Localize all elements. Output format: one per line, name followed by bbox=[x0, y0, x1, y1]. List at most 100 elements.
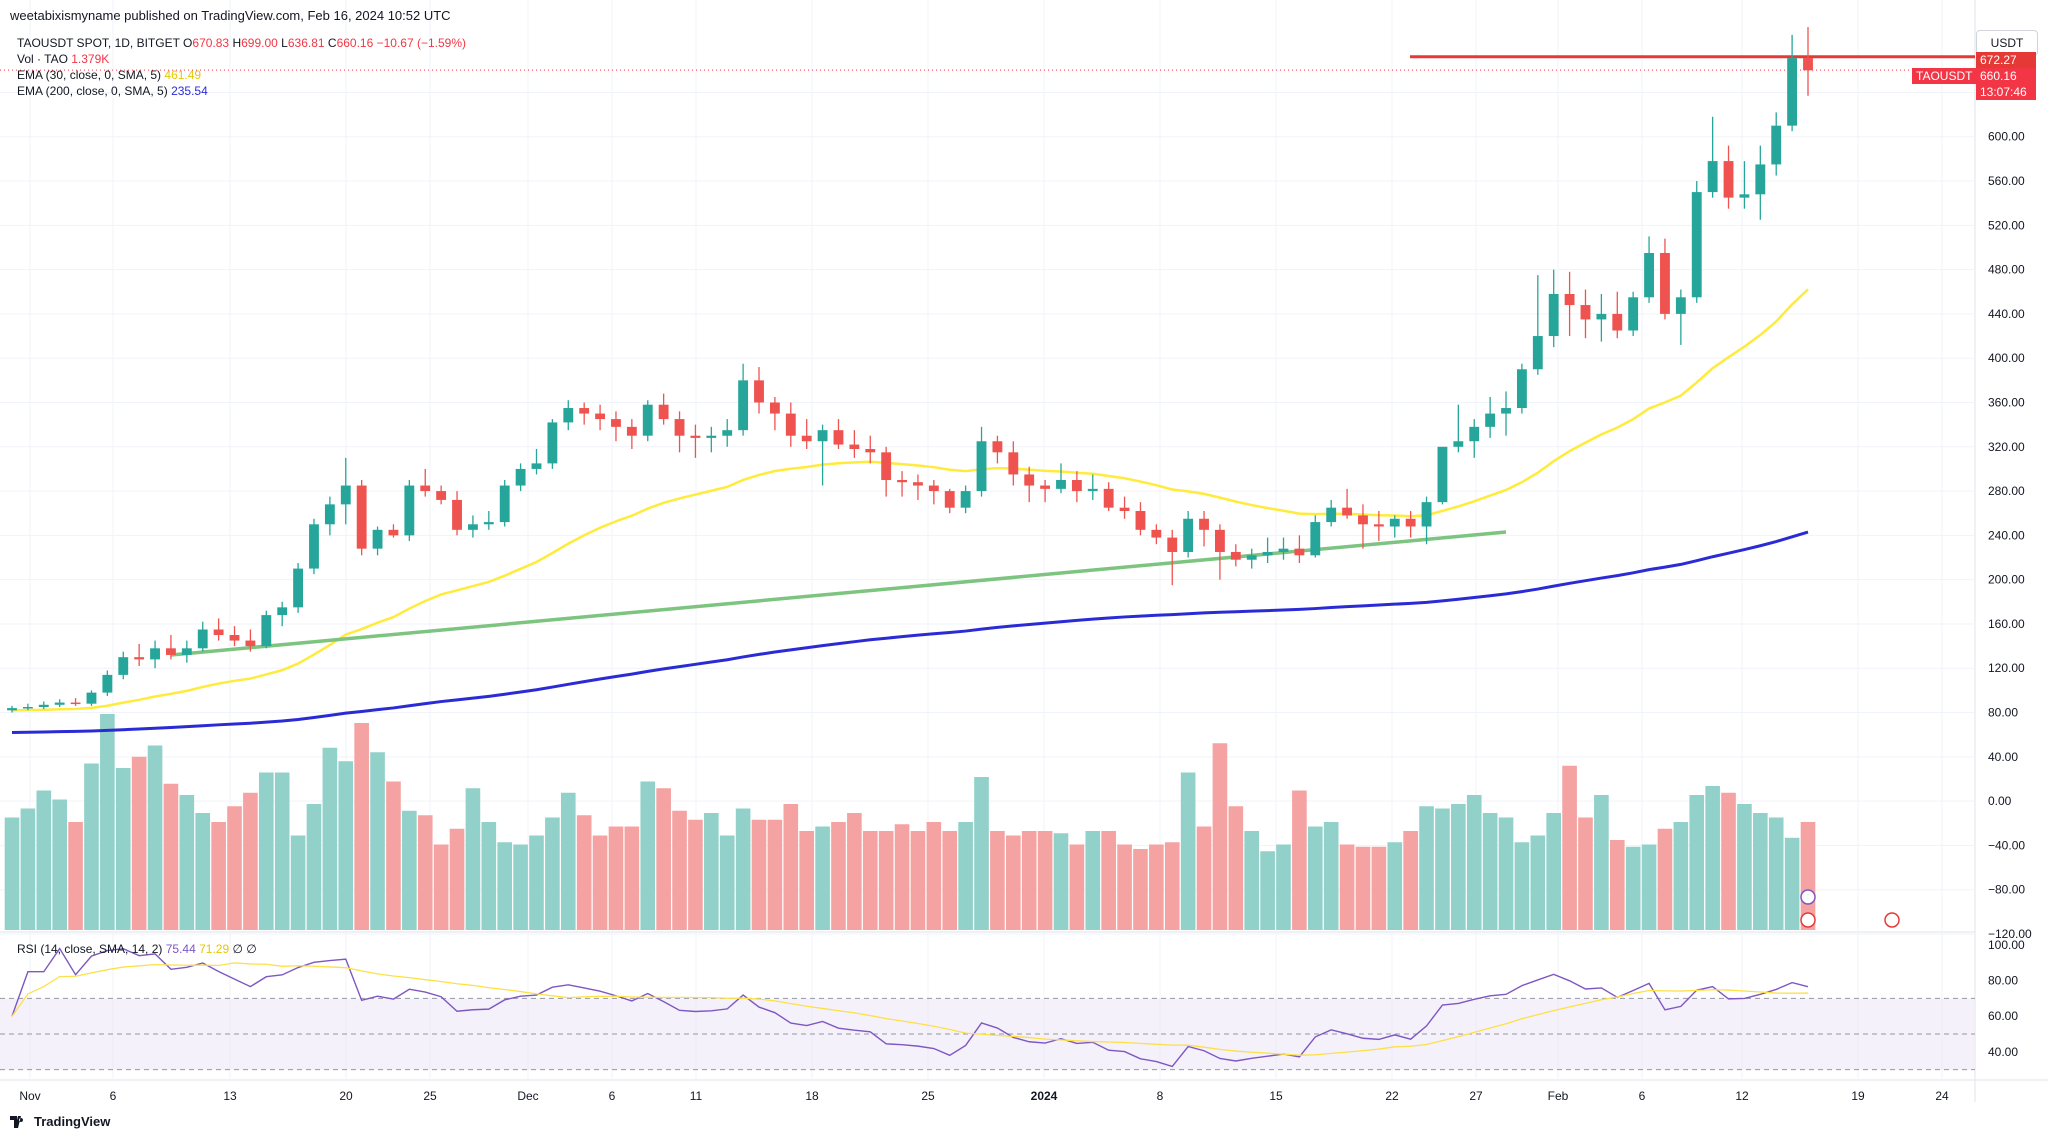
candle-body bbox=[944, 491, 955, 508]
volume-bar bbox=[1562, 765, 1577, 930]
candle-body bbox=[150, 648, 160, 660]
tradingview-logo[interactable]: TradingView bbox=[10, 1114, 110, 1129]
candle-body bbox=[1103, 488, 1114, 508]
tradingview-brand: TradingView bbox=[34, 1114, 111, 1129]
candle-body bbox=[515, 468, 526, 486]
y-tick-label: 440.00 bbox=[1988, 307, 2025, 321]
candle-body bbox=[674, 419, 685, 436]
candle-body bbox=[1056, 480, 1066, 489]
volume-bar bbox=[1578, 817, 1593, 930]
candle-body bbox=[1612, 313, 1623, 331]
volume-bar bbox=[974, 777, 989, 930]
volume-bar bbox=[179, 795, 195, 930]
volume-bar bbox=[958, 822, 973, 930]
x-tick-label: 13 bbox=[223, 1089, 237, 1103]
candle-body bbox=[690, 435, 701, 438]
candle-body bbox=[706, 435, 717, 438]
y-tick-label: 0.00 bbox=[1988, 794, 2012, 808]
volume-bar bbox=[1101, 831, 1116, 930]
candle-body bbox=[547, 422, 558, 464]
hline-price-tag: 672.27 bbox=[1976, 52, 2036, 68]
candle-body bbox=[118, 657, 129, 675]
volume-bar bbox=[1149, 844, 1164, 930]
candle-body bbox=[1485, 413, 1496, 427]
y-tick-label: −120.00 bbox=[1988, 927, 2032, 941]
candle-body bbox=[1040, 485, 1051, 489]
y-tick-label: 200.00 bbox=[1988, 573, 2025, 587]
volume-bar bbox=[862, 831, 878, 930]
candle-body bbox=[483, 522, 494, 525]
candle-body bbox=[579, 408, 590, 414]
candle-body bbox=[166, 648, 176, 655]
x-tick-label: 19 bbox=[1851, 1089, 1865, 1103]
volume-bar bbox=[322, 747, 338, 930]
candle-body bbox=[1803, 58, 1813, 71]
x-tick-label: Dec bbox=[517, 1089, 538, 1103]
candle-body bbox=[420, 485, 431, 492]
candle-body bbox=[1230, 551, 1241, 560]
volume-bar bbox=[1228, 806, 1244, 930]
candle-body bbox=[1628, 297, 1639, 331]
x-tick-label: 24 bbox=[1935, 1089, 1949, 1103]
volume-bar bbox=[1721, 792, 1736, 930]
us-flag-event-icon-2 bbox=[1884, 912, 1900, 928]
candle-body bbox=[1008, 452, 1019, 475]
candle-body bbox=[1405, 518, 1416, 527]
candle-body bbox=[102, 674, 113, 693]
y-tick-label: 80.00 bbox=[1988, 706, 2018, 720]
lightning-event-icon bbox=[1800, 889, 1816, 905]
candle-body bbox=[1151, 529, 1162, 538]
candle-body bbox=[1278, 548, 1289, 552]
volume-bar bbox=[767, 819, 783, 930]
volume-bar bbox=[20, 808, 36, 930]
us-flag-event-icon bbox=[1800, 912, 1816, 928]
volume-bar bbox=[1069, 844, 1085, 930]
candle-body bbox=[229, 635, 240, 641]
candle-body bbox=[1421, 502, 1432, 527]
volume-bar bbox=[1482, 813, 1498, 930]
volume-bar bbox=[147, 745, 163, 930]
rsi-tick-label: 80.00 bbox=[1988, 974, 2018, 988]
volume-bar bbox=[545, 817, 560, 930]
ema30-label: EMA (30, close, 0, SMA, 5) bbox=[17, 68, 162, 82]
volume-bar bbox=[1117, 844, 1132, 930]
volume-bar bbox=[1609, 840, 1625, 930]
y-tick-label: 400.00 bbox=[1988, 351, 2025, 365]
candle-body bbox=[1389, 518, 1400, 527]
volume-bar bbox=[560, 792, 576, 930]
volume-bar bbox=[211, 822, 226, 930]
candle-body bbox=[1326, 507, 1337, 523]
candle-body bbox=[499, 485, 510, 523]
candle-body bbox=[38, 704, 49, 707]
volume-bar bbox=[1753, 813, 1768, 930]
candle-body bbox=[722, 430, 733, 436]
candle-body bbox=[1135, 511, 1146, 530]
volume-bar bbox=[195, 813, 211, 930]
candle-body bbox=[1453, 441, 1464, 447]
publisher-header: weetabixismyname published on TradingVie… bbox=[10, 8, 451, 23]
volume-bar bbox=[656, 788, 671, 930]
volume-bar bbox=[1435, 808, 1450, 930]
candle-body bbox=[467, 524, 478, 530]
rsi-legend: RSI (14, close, SMA, 14, 2) 75.44 71.29 … bbox=[17, 942, 257, 956]
volume-bar bbox=[1292, 790, 1307, 930]
x-tick-label: 6 bbox=[110, 1089, 117, 1103]
candle-body bbox=[1262, 551, 1273, 556]
candle-body bbox=[1723, 161, 1734, 198]
volume-value: 1.379K bbox=[71, 52, 110, 66]
volume-bar bbox=[1641, 844, 1657, 930]
rsi-line bbox=[11, 947, 1809, 1068]
candle-body bbox=[1644, 253, 1654, 298]
candle-body bbox=[277, 607, 288, 616]
volume-bar bbox=[36, 790, 52, 930]
candle-body bbox=[1024, 474, 1035, 486]
volume-bar bbox=[100, 714, 115, 930]
candle-body bbox=[1119, 507, 1130, 512]
candle-body bbox=[849, 444, 860, 449]
volume-bar bbox=[719, 835, 735, 930]
volume-bar bbox=[624, 826, 640, 930]
ohlc-low-label: L bbox=[281, 36, 288, 50]
ohlc-low: 636.81 bbox=[287, 36, 325, 50]
